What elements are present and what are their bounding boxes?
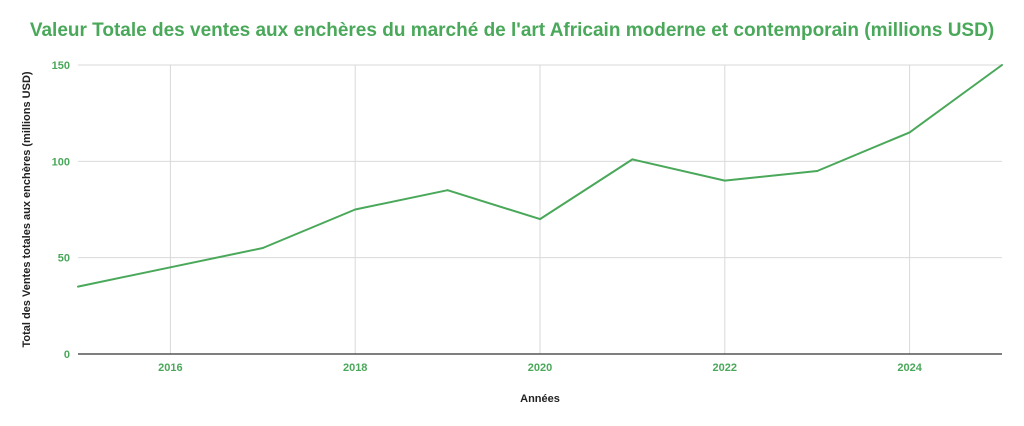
data-point (354, 208, 357, 211)
data-point (169, 266, 172, 269)
data-point (908, 131, 911, 134)
y-axis-title: Total des Ventes totales aux enchères (m… (21, 71, 33, 347)
y-tick-label: 50 (58, 253, 70, 265)
x-tick-label: 2020 (528, 362, 552, 374)
grid-lines (78, 64, 1002, 354)
data-point (446, 189, 449, 192)
x-tick-label: 2018 (343, 362, 367, 374)
x-tick-label: 2016 (158, 362, 182, 374)
y-tick-label: 150 (52, 60, 70, 72)
y-tick-label: 0 (64, 349, 70, 361)
x-tick-label: 2024 (897, 362, 922, 374)
series-layer (77, 64, 1003, 288)
data-point (816, 169, 819, 172)
x-tick-label: 2022 (713, 362, 737, 374)
data-point (261, 247, 264, 250)
data-point (631, 158, 634, 161)
data-point (77, 285, 79, 288)
x-axis-title: Années (520, 393, 560, 405)
chart-title: Valeur Totale des ventes aux enchères du… (29, 20, 995, 41)
tick-labels: 0 50 100 150 2016 2018 2020 2022 2024 (52, 60, 923, 374)
data-point (723, 179, 726, 182)
data-point (539, 218, 541, 221)
y-tick-label: 100 (52, 156, 70, 168)
data-point (1001, 64, 1003, 66)
